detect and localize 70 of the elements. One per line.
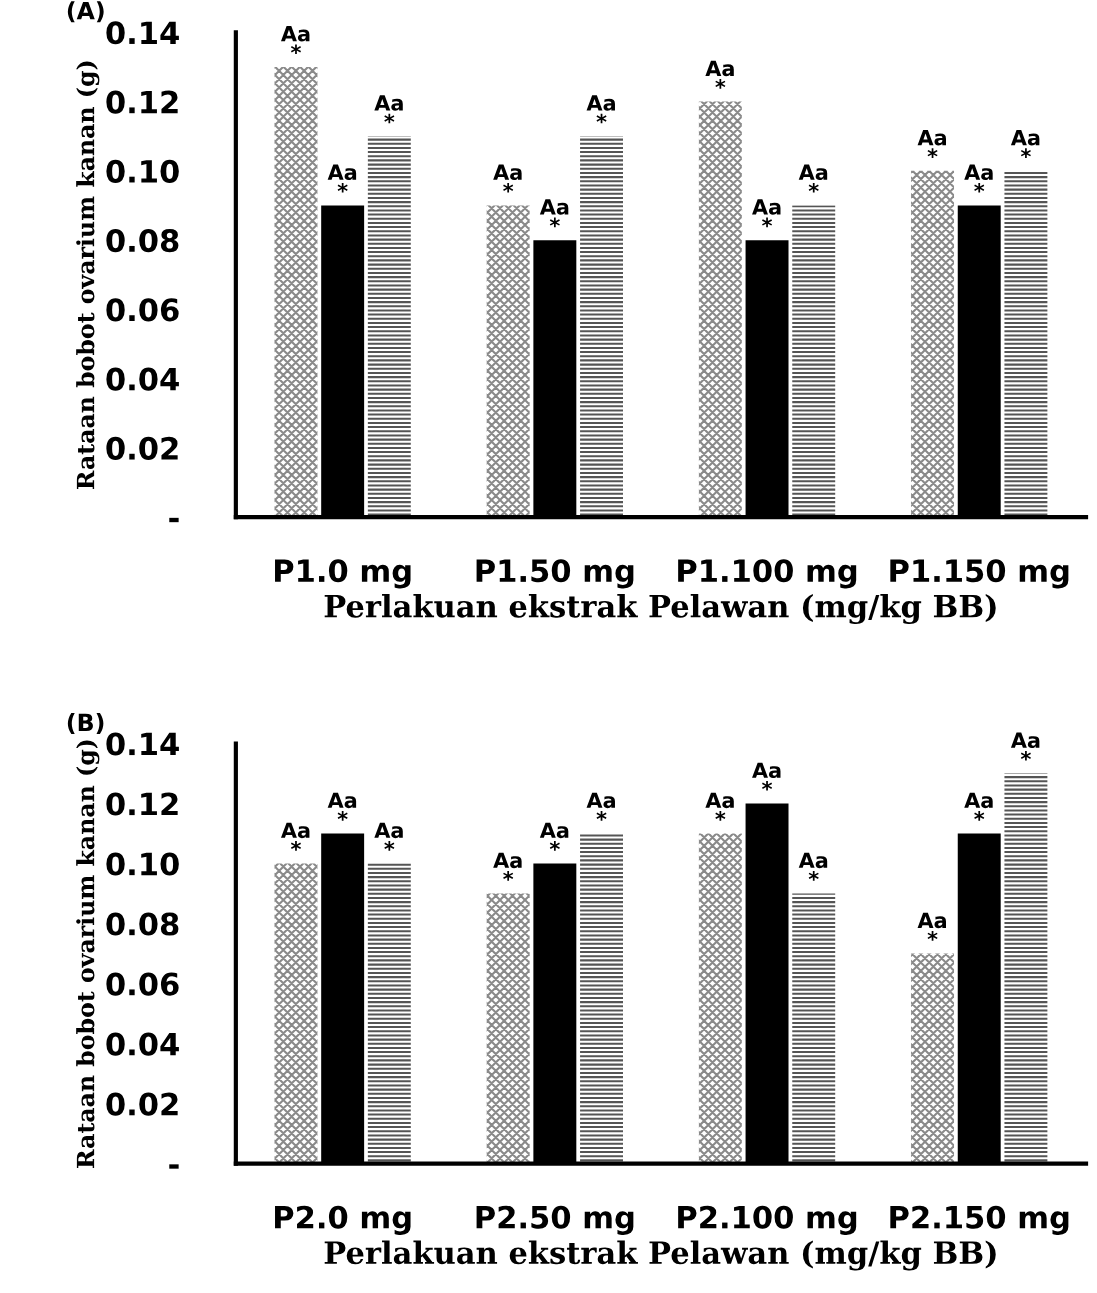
- y-tick-label: 0.06: [106, 298, 179, 322]
- data-label: Aa *: [539, 822, 569, 851]
- data-label: Aa *: [705, 792, 734, 821]
- y-tick-label: -: [169, 517, 179, 523]
- bar: [274, 863, 318, 1164]
- data-label: Aa *: [280, 26, 310, 55]
- y-tick-label: 0.12: [106, 90, 178, 114]
- x-tick-label: P2.100 mg: [678, 1205, 857, 1235]
- y-tick-label: 0.14: [106, 732, 179, 756]
- data-label: Aa *: [964, 792, 993, 821]
- data-label: Aa *: [586, 792, 615, 821]
- data-label: Aa *: [752, 199, 781, 228]
- bar: [1004, 170, 1048, 518]
- x-axis-title: Perlakuan ekstrak Pelawan (mg/kg BB): [324, 1240, 996, 1271]
- y-tick-label: 0.04: [106, 367, 179, 391]
- bar: [1004, 773, 1048, 1164]
- y-tick-label: 0.06: [106, 972, 179, 996]
- chart-title: (B): [67, 713, 104, 735]
- bar: [698, 101, 742, 518]
- y-axis-title: Rataan bobot ovarium kanan (g): [76, 61, 100, 490]
- x-tick-label: P2.150 mg: [890, 1205, 1069, 1235]
- y-tick-label: 0.02: [106, 436, 178, 460]
- y-tick-label: 0.08: [106, 912, 179, 936]
- data-label: Aa *: [1010, 129, 1040, 158]
- data-label: Aa *: [374, 822, 403, 851]
- x-tick-label: P2.50 mg: [476, 1205, 634, 1235]
- bar: [792, 893, 836, 1164]
- bar: [274, 66, 318, 518]
- data-label: Aa *: [586, 95, 615, 124]
- bar: [486, 893, 530, 1164]
- y-tick-label: 0.04: [106, 1032, 179, 1056]
- data-label: Aa *: [705, 60, 734, 89]
- bar: [911, 953, 955, 1164]
- data-label: Aa *: [964, 164, 993, 193]
- data-label: Aa *: [1010, 732, 1040, 761]
- bar: [367, 863, 411, 1164]
- bar: [911, 170, 955, 518]
- x-tick-label: P2.0 mg: [275, 1205, 411, 1235]
- data-label: Aa *: [280, 822, 310, 851]
- bar: [367, 136, 411, 518]
- x-tick-label: P1.0 mg: [275, 559, 411, 589]
- y-tick-label: 0.08: [106, 229, 179, 253]
- x-axis-title: Perlakuan ekstrak Pelawan (mg/kg BB): [324, 593, 996, 624]
- y-tick-label: 0.02: [106, 1092, 178, 1116]
- x-tick-label: P1.150 mg: [890, 559, 1069, 589]
- bar: [486, 205, 530, 518]
- data-label: Aa *: [917, 912, 946, 941]
- y-axis-title: Rataan bobot ovarium kanan (g): [76, 740, 100, 1168]
- bar: [792, 205, 836, 518]
- data-label: Aa *: [798, 852, 828, 881]
- data-label: Aa *: [917, 129, 946, 158]
- x-tick-label: P1.50 mg: [476, 559, 634, 589]
- data-label: Aa *: [493, 164, 522, 193]
- data-label: Aa *: [327, 792, 357, 821]
- data-label: Aa *: [493, 852, 522, 881]
- bar: [580, 136, 623, 518]
- y-tick-label: 0.12: [106, 792, 178, 816]
- bar: [580, 833, 623, 1164]
- y-tick-label: -: [169, 1164, 179, 1169]
- bar: [698, 833, 742, 1164]
- data-label: Aa *: [327, 164, 357, 193]
- chart-title: (A): [67, 1, 104, 23]
- data-label: Aa *: [539, 199, 569, 228]
- data-label: Aa *: [374, 95, 403, 124]
- x-tick-label: P1.100 mg: [678, 559, 857, 589]
- data-label: Aa *: [752, 762, 781, 791]
- y-tick-label: 0.10: [106, 159, 179, 183]
- data-label: Aa *: [798, 164, 828, 193]
- y-tick-label: 0.14: [106, 21, 179, 45]
- y-tick-label: 0.10: [106, 852, 179, 876]
